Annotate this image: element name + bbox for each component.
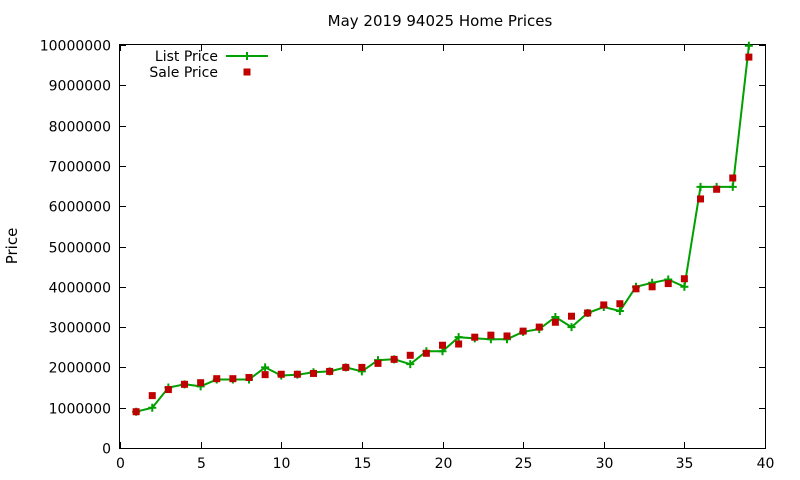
sale-price-point — [680, 275, 688, 283]
sale-price-point — [535, 323, 543, 331]
y-tick-label: 2000000 — [49, 361, 111, 377]
list-price-point — [406, 360, 415, 369]
list-price-point — [728, 182, 737, 191]
x-tick-label: 0 — [116, 456, 125, 472]
list-price-point — [567, 323, 576, 332]
sale-price-point — [568, 312, 575, 320]
sale-price-point — [342, 363, 350, 371]
x-tick-label: 30 — [596, 456, 614, 472]
y-tick-label: 5000000 — [49, 241, 111, 257]
y-axis-label: Price — [3, 228, 21, 265]
series-layer — [132, 41, 753, 416]
x-tick-label: 10 — [273, 456, 291, 472]
y-tick-label: 3000000 — [49, 321, 111, 337]
sale-price-point — [519, 327, 527, 335]
list-price-point — [148, 403, 157, 412]
list-price-point — [261, 363, 270, 372]
series-sale-price — [132, 53, 753, 416]
y-tick-label: 9000000 — [49, 79, 111, 95]
list-price-line — [135, 45, 750, 413]
sale-price-point — [584, 309, 592, 317]
sale-price-point — [471, 333, 479, 341]
y-tick-label: 0 — [102, 442, 111, 458]
series-list-price — [132, 41, 753, 416]
sale-price-point — [697, 195, 704, 203]
sale-price-point — [600, 301, 608, 309]
sale-price-point — [503, 332, 511, 340]
chart-title: May 2019 94025 Home Prices — [328, 12, 553, 30]
sale-price-point — [213, 375, 221, 383]
sale-price-point — [422, 349, 430, 357]
list-price-point — [615, 306, 624, 315]
sale-price-point — [455, 340, 463, 348]
list-price-point — [454, 333, 463, 342]
list-price-point — [696, 182, 705, 191]
plot-frame — [119, 44, 766, 449]
sale-price-point — [487, 331, 495, 339]
list-price-point — [744, 41, 753, 50]
sale-price-point — [358, 363, 366, 371]
x-tick-label: 40 — [757, 456, 775, 472]
x-tick-label: 5 — [197, 456, 206, 472]
y-tick-label: 10000000 — [40, 39, 111, 55]
legend-label: Sale Price — [149, 65, 218, 81]
sale-price-point — [406, 351, 414, 359]
y-tick-label: 1000000 — [49, 402, 111, 418]
sale-price-point — [713, 185, 721, 193]
sale-price-point — [261, 371, 269, 379]
legend-label: List Price — [155, 49, 218, 65]
x-tick-label: 25 — [515, 456, 533, 472]
legend-square-swatch — [243, 68, 251, 76]
sale-price-point — [374, 359, 382, 367]
sale-price-point — [551, 318, 559, 326]
sale-price-point — [132, 408, 140, 416]
sale-price-point — [326, 367, 334, 375]
sale-price-point — [181, 380, 188, 388]
sale-price-point — [729, 174, 737, 182]
sale-price-point — [277, 370, 285, 378]
legend-plus-swatch — [243, 52, 251, 60]
sale-price-point — [745, 53, 753, 61]
sale-price-point — [148, 392, 156, 400]
list-price-point — [680, 282, 689, 291]
y-tick-label: 6000000 — [49, 200, 111, 216]
y-tick-label: 8000000 — [49, 120, 111, 136]
axis-ticks: 0 5 10 15 20 25 30 35 40 0 1000000 2000000 3000000 40… — [40, 39, 775, 473]
sale-price-point — [245, 373, 253, 381]
y-tick-label: 7000000 — [49, 160, 111, 176]
sale-price-point — [164, 386, 172, 394]
sale-price-point — [616, 300, 624, 308]
x-tick-label: 20 — [435, 456, 453, 472]
sale-price-point — [197, 379, 205, 387]
sale-price-point — [439, 341, 446, 349]
sale-price-point — [632, 285, 640, 293]
x-tick-label: 15 — [354, 456, 372, 472]
sale-price-point — [648, 283, 656, 291]
y-tick-label: 4000000 — [49, 281, 111, 297]
sale-price-point — [390, 355, 398, 363]
sale-price-point — [229, 375, 237, 383]
sale-price-point — [664, 280, 672, 288]
sale-price-point — [310, 369, 317, 377]
sale-price-point — [293, 370, 301, 378]
x-tick-label: 35 — [676, 456, 694, 472]
